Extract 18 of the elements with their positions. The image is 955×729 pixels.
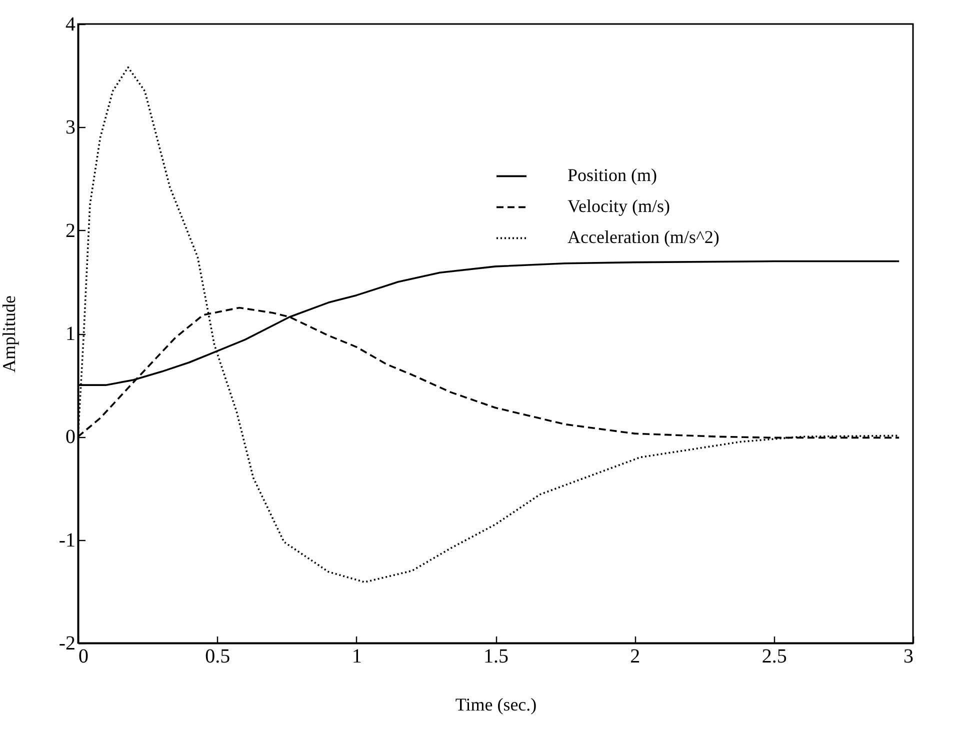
x-tick-label: 1.5 [484,646,508,668]
x-tick-label: 2 [630,646,640,668]
legend-label: Velocity (m/s) [568,196,670,216]
x-tick-label: 3 [904,646,914,668]
legend-label: Position (m) [568,165,658,186]
y-tick-label: 2 [66,220,76,242]
y-tick-label: 4 [66,14,76,36]
y-tick-label: 3 [66,116,76,139]
x-tick-label: 2.5 [762,646,787,668]
x-axis-title: Time (sec.) [455,694,537,714]
y-tick-label: -2 [58,632,76,654]
legend-label: Acceleration (m/s^2) [568,227,720,248]
x-tick-label: 0.5 [205,646,230,668]
y-tick-label: 0 [66,426,76,448]
y-tick-label: -1 [58,529,76,552]
y-axis-title: Amplitude [0,295,19,372]
x-tick-label: 1 [352,646,362,668]
y-tick-label: 1 [66,323,76,345]
